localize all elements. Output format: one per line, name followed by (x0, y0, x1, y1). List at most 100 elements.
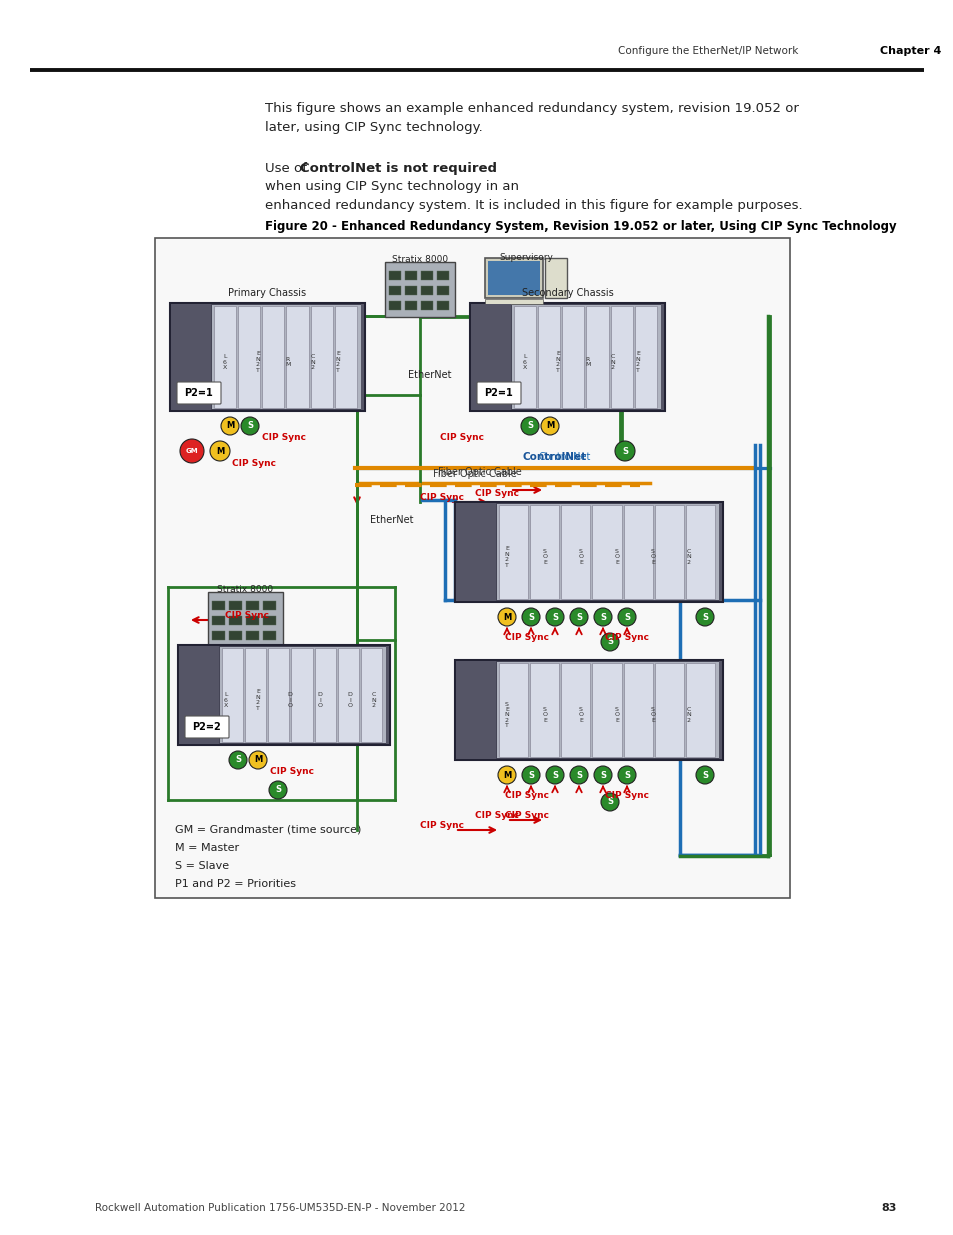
Text: M: M (215, 447, 224, 456)
Circle shape (229, 751, 247, 769)
Text: Primary Chassis: Primary Chassis (228, 288, 306, 298)
Text: S = Slave: S = Slave (174, 861, 229, 871)
FancyBboxPatch shape (476, 382, 520, 404)
Text: D
I
O: D I O (287, 692, 293, 708)
Bar (245, 648, 266, 742)
Circle shape (497, 766, 516, 784)
Bar (171, 304, 211, 410)
Text: CIP Sync: CIP Sync (504, 790, 548, 799)
Text: S: S (527, 771, 534, 779)
Bar (586, 306, 608, 408)
Text: E
N
2
T: E N 2 T (255, 352, 260, 373)
Text: ControlNet: ControlNet (522, 452, 586, 462)
Text: C
N
2: C N 2 (686, 708, 691, 722)
Text: S: S (623, 771, 629, 779)
Bar (561, 306, 584, 408)
Bar (213, 306, 236, 408)
Bar (471, 304, 511, 410)
Text: Secondary Chassis: Secondary Chassis (521, 288, 613, 298)
Bar (208, 592, 283, 647)
Bar (685, 663, 714, 757)
Bar (220, 647, 386, 743)
Text: C
N
2: C N 2 (311, 354, 315, 370)
Text: D
I
O: D I O (347, 692, 352, 708)
Bar (512, 305, 660, 409)
Text: CIP Sync: CIP Sync (225, 610, 269, 620)
Text: EtherNet: EtherNet (408, 370, 452, 380)
Text: L
6
X: L 6 X (224, 692, 228, 708)
FancyBboxPatch shape (185, 716, 229, 739)
Text: CIP Sync: CIP Sync (604, 632, 648, 641)
Text: S: S (701, 613, 707, 621)
Circle shape (497, 608, 516, 626)
Bar (623, 663, 652, 757)
Text: S: S (599, 613, 605, 621)
Text: P2=2: P2=2 (193, 722, 221, 732)
Bar (685, 505, 714, 599)
Text: S
O
E: S O E (542, 550, 547, 564)
Text: E
N
2
T: E N 2 T (255, 689, 260, 710)
Text: CIP Sync: CIP Sync (270, 767, 314, 776)
Bar (456, 661, 496, 760)
Text: C
N
2: C N 2 (610, 354, 615, 370)
Circle shape (540, 417, 558, 435)
Text: L
6
X: L 6 X (223, 354, 227, 370)
Bar (436, 287, 449, 295)
Bar (660, 304, 663, 410)
Text: S: S (599, 771, 605, 779)
Text: 83: 83 (881, 1203, 896, 1213)
Bar (263, 616, 275, 625)
Bar (246, 616, 258, 625)
Text: Chapter 4: Chapter 4 (879, 46, 941, 56)
Circle shape (569, 608, 587, 626)
Text: E
N
2
T: E N 2 T (635, 352, 639, 373)
Circle shape (221, 417, 239, 435)
Text: CIP Sync: CIP Sync (504, 632, 548, 641)
Text: S: S (552, 613, 558, 621)
Text: EtherNet: EtherNet (370, 515, 413, 525)
Bar (498, 505, 528, 599)
Text: Rockwell Automation Publication 1756-UM535D-EN-P - November 2012: Rockwell Automation Publication 1756-UM5… (95, 1203, 465, 1213)
Bar (405, 287, 416, 295)
Circle shape (615, 441, 635, 461)
Circle shape (521, 608, 539, 626)
Text: CIP Sync: CIP Sync (475, 810, 518, 820)
Text: S: S (623, 613, 629, 621)
Bar (719, 503, 721, 601)
Bar (286, 306, 309, 408)
Text: GM: GM (186, 448, 198, 454)
Text: D
I
O: D I O (317, 692, 322, 708)
Text: C
N
2: C N 2 (372, 692, 376, 708)
Bar (420, 301, 433, 310)
Bar (530, 663, 558, 757)
Text: CIP Sync: CIP Sync (439, 432, 483, 441)
Text: S: S (526, 421, 533, 431)
Circle shape (696, 608, 713, 626)
Text: S: S (234, 756, 241, 764)
Text: S
O
E: S O E (614, 550, 618, 564)
Text: M: M (253, 756, 262, 764)
Bar (268, 648, 289, 742)
Text: Stratix 8000: Stratix 8000 (217, 585, 274, 594)
Bar (719, 661, 721, 760)
Text: S: S (701, 771, 707, 779)
Text: M: M (502, 613, 511, 621)
Text: R
M: R M (285, 357, 291, 367)
Bar (262, 306, 284, 408)
Bar (405, 301, 416, 310)
Text: S
O
E: S O E (578, 708, 583, 722)
Bar (560, 505, 590, 599)
Circle shape (249, 751, 267, 769)
Bar (229, 601, 242, 610)
Bar (246, 601, 258, 610)
Text: M = Master: M = Master (174, 844, 239, 853)
Bar (560, 663, 590, 757)
Circle shape (545, 608, 563, 626)
Bar (420, 270, 433, 280)
Circle shape (594, 766, 612, 784)
Bar (436, 270, 449, 280)
Bar (263, 601, 275, 610)
Bar (484, 299, 542, 304)
Text: CIP Sync: CIP Sync (419, 821, 463, 830)
Text: ControlNet: ControlNet (538, 452, 591, 462)
